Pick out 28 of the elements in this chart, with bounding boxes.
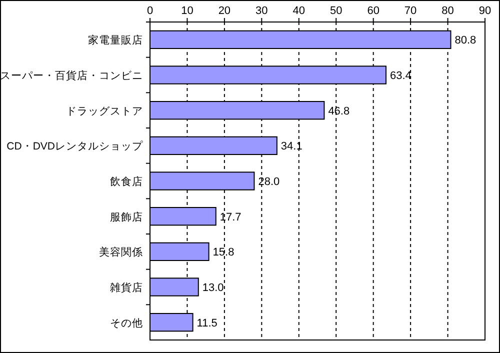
y-tick-label: 美容関係 — [99, 246, 143, 259]
x-tick-label: 90 — [478, 5, 492, 17]
x-tick-label: 20 — [218, 5, 231, 17]
data-label: 11.5 — [196, 317, 218, 330]
x-tick-label: 40 — [292, 5, 306, 17]
data-label: 80.8 — [454, 34, 476, 47]
x-tick-label: 10 — [181, 5, 194, 17]
data-label: 15.8 — [212, 246, 234, 259]
data-label: 28.0 — [258, 176, 280, 188]
data-label: 34.1 — [280, 140, 302, 153]
x-tick-label: 50 — [330, 5, 342, 17]
x-tick-label: 60 — [367, 5, 380, 17]
data-label: 46.8 — [328, 105, 350, 118]
y-tick-label: 家電量販店 — [88, 34, 143, 47]
y-tick-label: スーパー・百貨店・コンビニ — [0, 69, 143, 82]
x-tick-label: 30 — [256, 5, 268, 17]
x-tick-label: 70 — [404, 5, 417, 17]
y-tick-label: 服飾店 — [110, 210, 143, 224]
y-tick-label: CD・DVDレンタルショップ — [6, 140, 144, 153]
y-tick-label: 飲食店 — [110, 175, 143, 188]
data-label: 13.0 — [202, 282, 224, 294]
data-label: 17.7 — [220, 211, 242, 224]
y-tick-label: ドラッグストア — [66, 105, 143, 118]
data-label: 63.4 — [390, 70, 412, 82]
x-tick-label: 80 — [442, 5, 454, 17]
y-tick-label: その他 — [110, 317, 143, 330]
x-tick-label: 0 — [146, 5, 154, 17]
y-tick-label: 雑貨店 — [110, 281, 143, 294]
